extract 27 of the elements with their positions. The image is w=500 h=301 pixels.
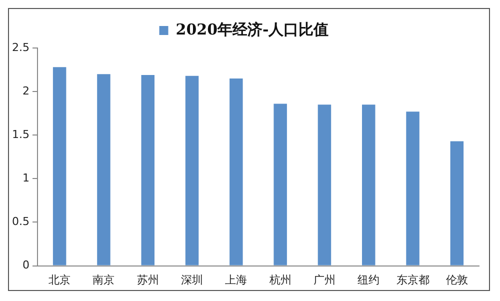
x-tick-label: 苏州: [136, 273, 159, 286]
bar: [52, 67, 66, 266]
bar: [362, 104, 376, 266]
y-tick-label: 0: [22, 258, 30, 272]
x-tick-label: 纽约: [358, 273, 380, 286]
y-tick-label: 2: [22, 84, 30, 98]
bar: [406, 112, 420, 266]
x-tick-label: 深圳: [181, 273, 204, 286]
bar: [185, 76, 199, 266]
bar: [97, 74, 110, 266]
x-tick-label: 杭州: [268, 273, 292, 286]
x-tick-label: 上海: [225, 273, 248, 286]
x-tick-label: 北京: [48, 273, 71, 286]
x-tick-label: 东京都: [396, 273, 430, 286]
bar: [230, 78, 243, 266]
y-tick-label: 0.5: [12, 215, 30, 228]
x-tick-label: 伦敦: [446, 273, 468, 286]
bar: [274, 104, 287, 266]
x-tick-label: 南京: [92, 273, 115, 286]
legend-label: 2020年经济-人口比值: [176, 20, 329, 38]
x-tick-label: 广州: [313, 273, 336, 286]
bar: [318, 104, 332, 266]
y-tick-label: 2.5: [12, 40, 30, 54]
bar: [141, 75, 154, 266]
y-tick-label: 1.5: [12, 128, 30, 141]
bar: [450, 141, 464, 266]
y-tick-label: 1: [22, 172, 30, 185]
